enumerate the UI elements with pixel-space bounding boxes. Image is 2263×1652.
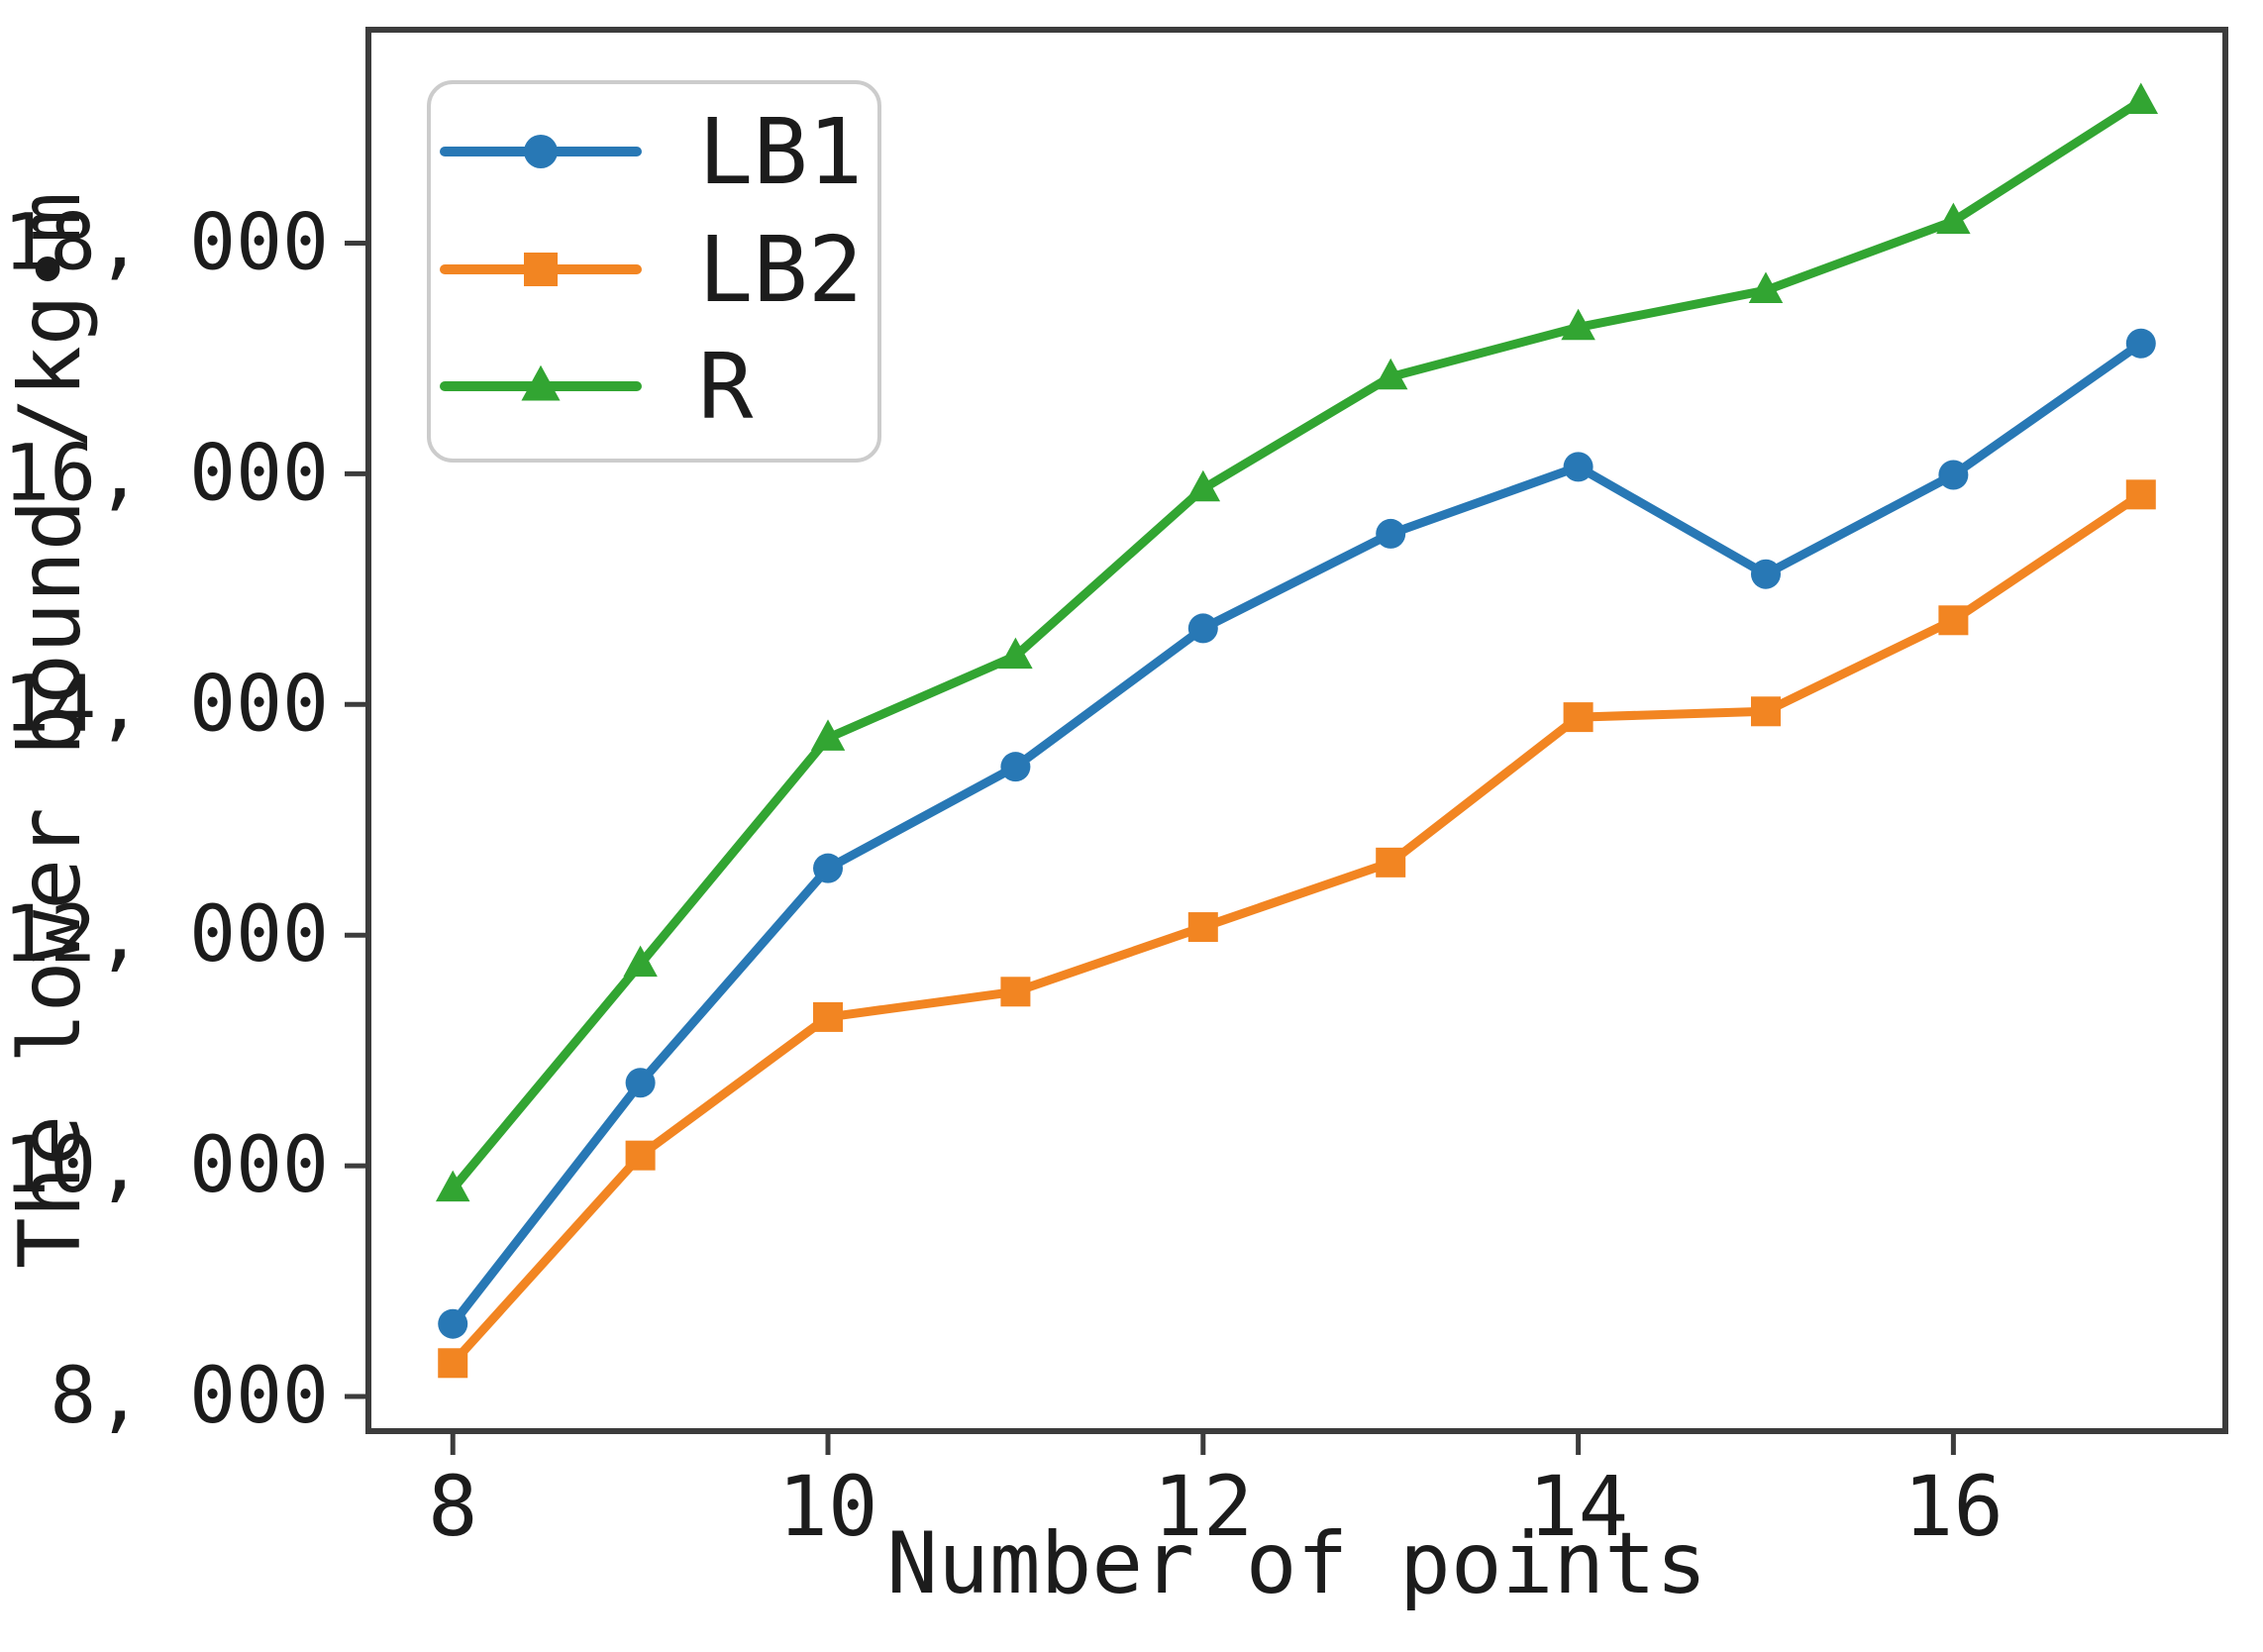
legend-LB2-square-marker-icon <box>524 253 558 286</box>
x-tick-label: 16 <box>1903 1458 2004 1555</box>
series-R-triangle-marker-icon <box>1373 358 1408 390</box>
series-LB2-square-marker-icon <box>813 1001 844 1032</box>
series-R-triangle-marker-icon <box>998 637 1033 670</box>
y-tick-label: 10, 000 <box>3 1121 329 1210</box>
y-axis-label: The lower bound /kg•m <box>1 192 100 1269</box>
series-R-triangle-marker-icon <box>1936 202 1971 235</box>
series-LB2-square-marker-icon <box>1000 977 1031 1007</box>
x-tick-label: 10 <box>777 1458 877 1555</box>
legend-R-triangle-marker-icon <box>521 364 561 401</box>
y-tick-label: 18, 000 <box>3 198 329 287</box>
series-R-triangle-marker-icon <box>1185 469 1221 502</box>
series-R-triangle-marker-icon <box>1748 271 1784 303</box>
x-tick-label: 12 <box>1153 1458 1253 1555</box>
series-R-triangle-marker-icon <box>810 719 846 751</box>
y-tick-label: 8, 000 <box>50 1352 329 1441</box>
series-R-triangle-marker-icon <box>2123 82 2159 114</box>
series-LB1-circle-marker-icon <box>438 1308 468 1339</box>
plot-border <box>365 27 2228 1434</box>
legend-box <box>427 80 881 463</box>
series-LB2-square-marker-icon <box>625 1140 656 1171</box>
series-LB2-square-marker-icon <box>438 1348 468 1379</box>
y-tick-label: 12, 000 <box>3 890 329 980</box>
series-LB2-square-marker-icon <box>1376 847 1406 878</box>
series-LB2-square-marker-icon <box>2125 479 2156 510</box>
x-tick-label: 14 <box>1528 1458 1628 1555</box>
legend-label-LB1: LB1 <box>698 99 863 205</box>
series-LB2-square-marker-icon <box>1750 696 1781 727</box>
series-LB1-circle-marker-icon <box>1563 452 1594 482</box>
legend-label-R: R <box>698 334 754 440</box>
series-line-LB1 <box>448 339 2146 1329</box>
series-LB1-circle-marker-icon <box>1750 559 1781 589</box>
series-LB1-circle-marker-icon <box>1938 460 1969 490</box>
series-LB1-circle-marker-icon <box>1187 613 1218 644</box>
series-LB2-square-marker-icon <box>1187 912 1218 943</box>
series-line-LB2 <box>448 489 2146 1368</box>
series-LB1-circle-marker-icon <box>813 853 844 883</box>
legend-label-LB2: LB2 <box>698 217 863 323</box>
series-R-triangle-marker-icon <box>435 1170 470 1202</box>
y-tick-label: 14, 000 <box>3 660 329 749</box>
x-tick-label: 8 <box>428 1458 478 1555</box>
series-R-triangle-marker-icon <box>1561 308 1595 341</box>
x-axis-label: Number of points <box>886 1514 1706 1613</box>
series-LB2-square-marker-icon <box>1563 702 1594 733</box>
series-R-triangle-marker-icon <box>623 945 658 978</box>
y-tick-label: 16, 000 <box>3 429 329 518</box>
series-LB2-square-marker-icon <box>1938 605 1969 636</box>
series-LB1-circle-marker-icon <box>2125 328 2156 359</box>
series-LB1-circle-marker-icon <box>625 1068 656 1098</box>
series-LB1-circle-marker-icon <box>1376 518 1406 549</box>
series-line-R <box>448 96 2146 1193</box>
legend-LB1-circle-marker-icon <box>524 135 558 168</box>
series-LB1-circle-marker-icon <box>1000 752 1031 782</box>
